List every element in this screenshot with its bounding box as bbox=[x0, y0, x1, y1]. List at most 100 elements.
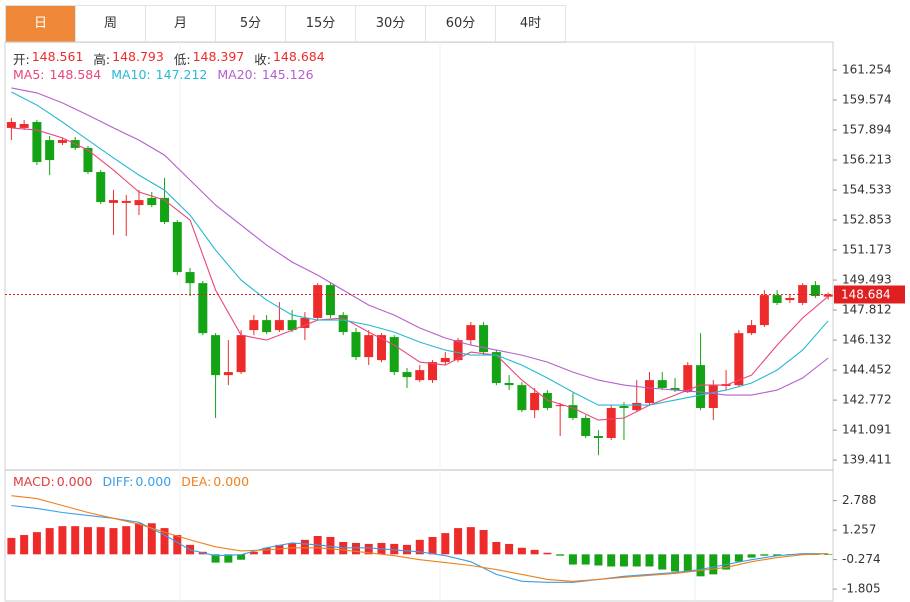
macd-bar bbox=[262, 547, 271, 555]
macd-label: MACD: bbox=[13, 474, 55, 489]
macd-bar bbox=[96, 527, 105, 555]
candle-body bbox=[632, 402, 642, 411]
y-tick-label: 2.788 bbox=[842, 493, 876, 507]
price-tag bbox=[834, 285, 905, 304]
y-tick-label: 159.574 bbox=[842, 92, 892, 106]
macd-bar bbox=[607, 554, 616, 567]
y-tick-label: 144.452 bbox=[842, 363, 892, 377]
ohlc-item: 收: 148.684 bbox=[254, 49, 324, 68]
candle-body bbox=[517, 385, 527, 411]
macd-bar bbox=[760, 554, 769, 556]
y-tick-label: 156.213 bbox=[842, 153, 892, 167]
macd-bar bbox=[237, 554, 246, 560]
macd-bar bbox=[454, 528, 463, 555]
candle-body bbox=[249, 320, 259, 331]
macd-bar bbox=[568, 554, 577, 565]
macd-bar bbox=[147, 523, 156, 555]
y-tick-label: 139.411 bbox=[842, 453, 892, 467]
macd-bar bbox=[173, 535, 182, 555]
candle-body bbox=[236, 335, 246, 373]
macd-bar bbox=[530, 549, 539, 555]
ma-item: MA20: 145.126 bbox=[217, 67, 313, 82]
macd-bar bbox=[658, 554, 667, 570]
macd-bar bbox=[249, 551, 258, 555]
y-tick-label: 157.894 bbox=[842, 122, 892, 136]
y-tick-label: 151.173 bbox=[842, 243, 892, 257]
candle-body bbox=[415, 370, 425, 381]
macd-bar bbox=[479, 530, 488, 555]
macd-bar bbox=[326, 536, 335, 555]
candle-body bbox=[6, 122, 16, 128]
macd-bar bbox=[683, 554, 692, 572]
ohlc-label: 高: bbox=[93, 52, 111, 67]
macd-bar bbox=[581, 554, 590, 565]
macd-bar bbox=[109, 528, 118, 555]
macd-bar bbox=[83, 527, 92, 555]
candle-body bbox=[504, 382, 514, 386]
period-tab[interactable]: 日 bbox=[5, 5, 76, 43]
macd-bar bbox=[505, 543, 514, 555]
candle-body bbox=[696, 365, 706, 408]
candle-body bbox=[19, 123, 29, 128]
candle-body bbox=[555, 405, 565, 407]
macd-value: 0.000 bbox=[135, 474, 172, 489]
ohlc-label: 低: bbox=[173, 52, 191, 67]
ohlc-label: 开: bbox=[13, 52, 30, 67]
candle-body bbox=[389, 337, 399, 373]
plot-frame bbox=[4, 41, 834, 602]
macd-value: 0.000 bbox=[213, 474, 250, 489]
candle-body bbox=[440, 357, 450, 363]
candle-body bbox=[185, 272, 195, 284]
ma-legend: MA5: 148.584 MA10: 147.212 MA20: 145.126 bbox=[13, 67, 314, 82]
macd-bar bbox=[71, 526, 80, 555]
macd-bar bbox=[45, 528, 54, 555]
macd-bar bbox=[300, 539, 309, 555]
candle-body bbox=[134, 200, 144, 206]
macd-bar bbox=[441, 533, 450, 555]
candle-body bbox=[606, 407, 616, 438]
ma-value: 145.126 bbox=[261, 67, 314, 82]
macd-bar bbox=[428, 536, 437, 555]
ohlc-legend: 开: 148.561 高: 148.793 低: 148.397 收: 148.684 bbox=[13, 49, 325, 68]
macd-item: DIFF: 0.000 bbox=[102, 474, 171, 489]
y-tick-label: 147.812 bbox=[842, 303, 892, 317]
candle-body bbox=[491, 352, 501, 383]
candle-body bbox=[121, 200, 131, 203]
indicator-line bbox=[11, 127, 829, 421]
candle-body bbox=[785, 297, 795, 301]
candle-body bbox=[683, 365, 693, 393]
ohlc-label: 收: bbox=[254, 52, 271, 67]
candle-body bbox=[619, 406, 629, 408]
candle-body bbox=[568, 405, 578, 418]
macd-label: DEA: bbox=[181, 474, 212, 489]
macd-value: 0.000 bbox=[56, 474, 93, 489]
candle-body bbox=[338, 315, 348, 333]
ohlc-value: 148.684 bbox=[272, 49, 325, 64]
candle-body bbox=[32, 122, 42, 163]
candle-body bbox=[274, 320, 284, 331]
macd-bar bbox=[619, 554, 628, 567]
macd-bar bbox=[594, 554, 603, 566]
macd-bar bbox=[415, 539, 424, 555]
ohlc-value: 148.793 bbox=[112, 49, 164, 64]
y-tick-label: 149.493 bbox=[842, 273, 892, 287]
macd-bar bbox=[390, 543, 399, 555]
macd-bar bbox=[671, 554, 680, 572]
y-tick-label: 142.772 bbox=[842, 393, 892, 407]
candle-body bbox=[823, 294, 833, 297]
macd-bar bbox=[122, 526, 131, 555]
candle-body bbox=[708, 385, 718, 408]
indicator-line bbox=[11, 91, 829, 406]
ohlc-value: 148.397 bbox=[192, 49, 245, 64]
ma-label: MA5: bbox=[13, 67, 45, 82]
candle-body bbox=[147, 197, 157, 206]
macd-bar bbox=[734, 554, 743, 562]
macd-bar bbox=[645, 554, 654, 567]
macd-bar bbox=[20, 535, 29, 555]
candle-body bbox=[160, 197, 170, 223]
candle-body bbox=[223, 372, 233, 376]
candle-body bbox=[453, 340, 463, 361]
y-tick-label: 141.091 bbox=[842, 423, 892, 437]
ohlc-item: 开: 148.561 bbox=[13, 49, 83, 68]
macd-bar bbox=[556, 554, 565, 556]
